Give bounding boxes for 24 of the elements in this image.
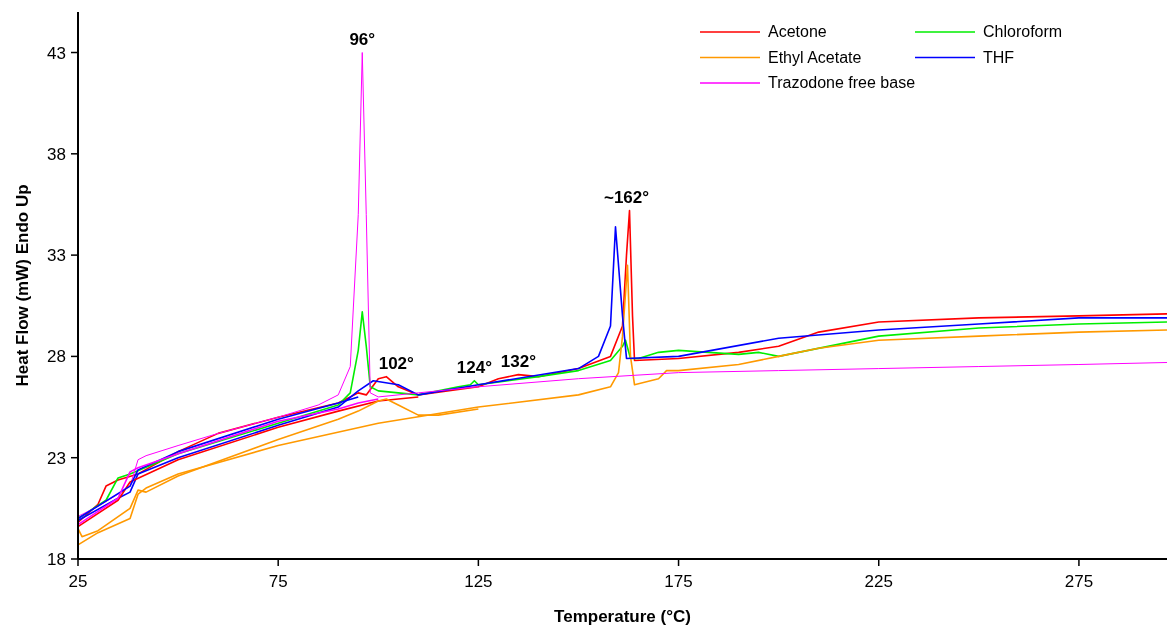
x-tick-label: 25: [68, 572, 88, 591]
x-tick-label: 225: [864, 572, 893, 591]
x-tick-label: 125: [464, 572, 493, 591]
annotation: 96°: [349, 29, 376, 49]
x-tick-label: 75: [268, 572, 288, 591]
legend-label: THF: [983, 48, 1015, 66]
x-axis-title: Temperature (°C): [554, 607, 691, 626]
annotation: 124°: [456, 357, 493, 377]
y-tick-label: 43: [47, 43, 66, 63]
legend-label: Ethyl Acetate: [768, 48, 862, 66]
y-tick-label: 33: [47, 246, 66, 266]
legend-label: Acetone: [768, 23, 827, 40]
x-tick-label: 175: [664, 572, 693, 591]
y-axis-title: Heat Flow (mW) Endo Up: [13, 184, 32, 387]
legend-label: Chloroform: [983, 23, 1063, 40]
x-tick-label: 275: [1064, 572, 1094, 591]
y-tick-label: 23: [47, 448, 66, 468]
annotation: ~162°: [603, 187, 650, 207]
legend-label: Trazodone free base: [768, 74, 916, 91]
y-tick-label: 18: [47, 550, 66, 569]
annotation: 102°: [378, 353, 415, 373]
annotation: 132°: [500, 351, 537, 371]
y-tick-label: 28: [47, 347, 66, 367]
y-tick-label: 38: [47, 144, 66, 164]
